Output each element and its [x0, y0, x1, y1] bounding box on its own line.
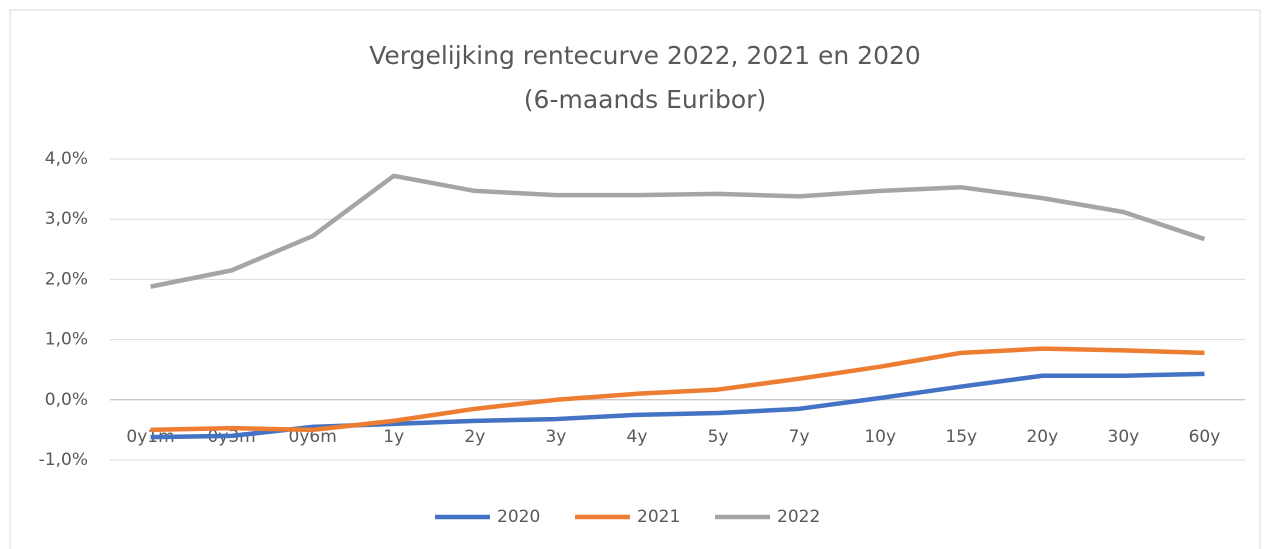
- y-tick-label: 3,0%: [45, 209, 88, 229]
- y-tick-label: 0,0%: [45, 390, 88, 410]
- x-tick-label: 15y: [945, 427, 977, 447]
- x-tick-label: 30y: [1108, 427, 1140, 447]
- legend-label: 2020: [497, 507, 540, 527]
- x-tick-label: 20y: [1026, 427, 1058, 447]
- legend-label: 2022: [777, 507, 820, 527]
- x-tick-label: 1y: [383, 427, 404, 447]
- x-tick-label: 4y: [627, 427, 648, 447]
- y-tick-label: 4,0%: [45, 149, 88, 169]
- series-line: [150, 346, 1205, 433]
- y-tick-label: 1,0%: [45, 330, 88, 350]
- x-tick-label: 5y: [708, 427, 729, 447]
- y-tick-label: 2,0%: [45, 269, 88, 289]
- x-tick-label: 10y: [864, 427, 896, 447]
- y-tick-label: -1,0%: [39, 450, 88, 470]
- legend-label: 2021: [637, 507, 680, 527]
- chart-subtitle: (6-maands Euribor): [524, 85, 766, 114]
- x-tick-label: 3y: [545, 427, 566, 447]
- series-line: [150, 173, 1206, 289]
- x-tick-label: 60y: [1189, 427, 1221, 447]
- chart-title: Vergelijking rentecurve 2022, 2021 en 20…: [369, 41, 921, 70]
- x-tick-label: 2y: [464, 427, 485, 447]
- x-tick-label: 7y: [789, 427, 810, 447]
